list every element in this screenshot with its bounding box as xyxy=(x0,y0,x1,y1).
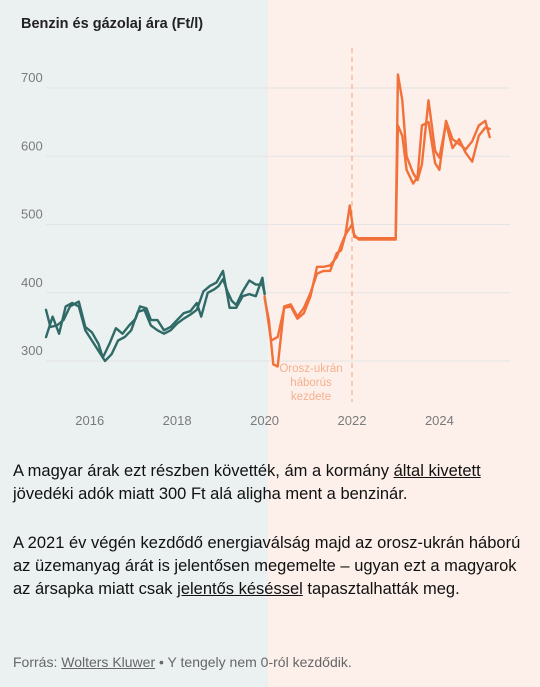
fuel-price-chart: 300 400 500 600 700 2016 2018 2020 2022 2024 Orosz… xyxy=(21,48,510,428)
y-tick-label-300: 300 xyxy=(21,343,43,358)
x-tick-label-2020: 2020 xyxy=(250,413,279,428)
y-tick-label-500: 500 xyxy=(21,207,43,222)
y-tick-label-400: 400 xyxy=(21,275,43,290)
paragraph-1: A magyar árak ezt részben követték, ám a… xyxy=(13,460,528,506)
paragraph-1-text-a: A magyar árak ezt részben követték, ám a… xyxy=(13,462,394,480)
war-start-annotation-line-1: Orosz-ukrán xyxy=(279,363,342,375)
chart-title: Benzin és gázolaj ára (Ft/l) xyxy=(21,16,204,32)
war-start-annotation-line-3: kezdete xyxy=(291,391,331,403)
background-pre-2020 xyxy=(0,0,268,687)
link-jelentos-kesessel[interactable]: jelentős késéssel xyxy=(177,580,303,598)
source-link-wolters-kluwer[interactable]: Wolters Kluwer xyxy=(61,654,156,670)
series-line-before-2020-2 xyxy=(44,269,266,363)
y-tick-label-600: 600 xyxy=(21,138,43,153)
x-tick-label-2022: 2022 xyxy=(338,413,367,428)
x-tick-label-2016: 2016 xyxy=(75,413,104,428)
x-tick-label-2024: 2024 xyxy=(425,413,454,428)
y-tick-label-700: 700 xyxy=(21,70,43,85)
war-start-annotation-line-2: háborús xyxy=(290,377,332,389)
paragraph-2-text-b: tapasztalhatták meg. xyxy=(302,580,460,598)
series-line-from-2020-3 xyxy=(263,73,491,368)
series-line-from-2020-4 xyxy=(263,119,491,342)
paragraph-1-text-b: jövedéki adók miatt 300 Ft alá aligha me… xyxy=(13,485,408,503)
source-line: Forrás: Wolters Kluwer • Y tengely nem 0… xyxy=(13,654,352,670)
source-note: • Y tengely nem 0-ról kezdődik. xyxy=(155,654,352,670)
link-altal-kivetett[interactable]: által kivetett xyxy=(393,462,481,480)
paragraph-2: A 2021 év végén kezdődő energiaválság ma… xyxy=(13,532,528,601)
paragraph-2-text-a: A 2021 év végén kezdődő energiaválság ma… xyxy=(13,534,521,598)
source-label: Forrás: xyxy=(13,654,62,670)
x-tick-label-2018: 2018 xyxy=(163,413,192,428)
series-line-before-2020-1 xyxy=(44,277,266,359)
